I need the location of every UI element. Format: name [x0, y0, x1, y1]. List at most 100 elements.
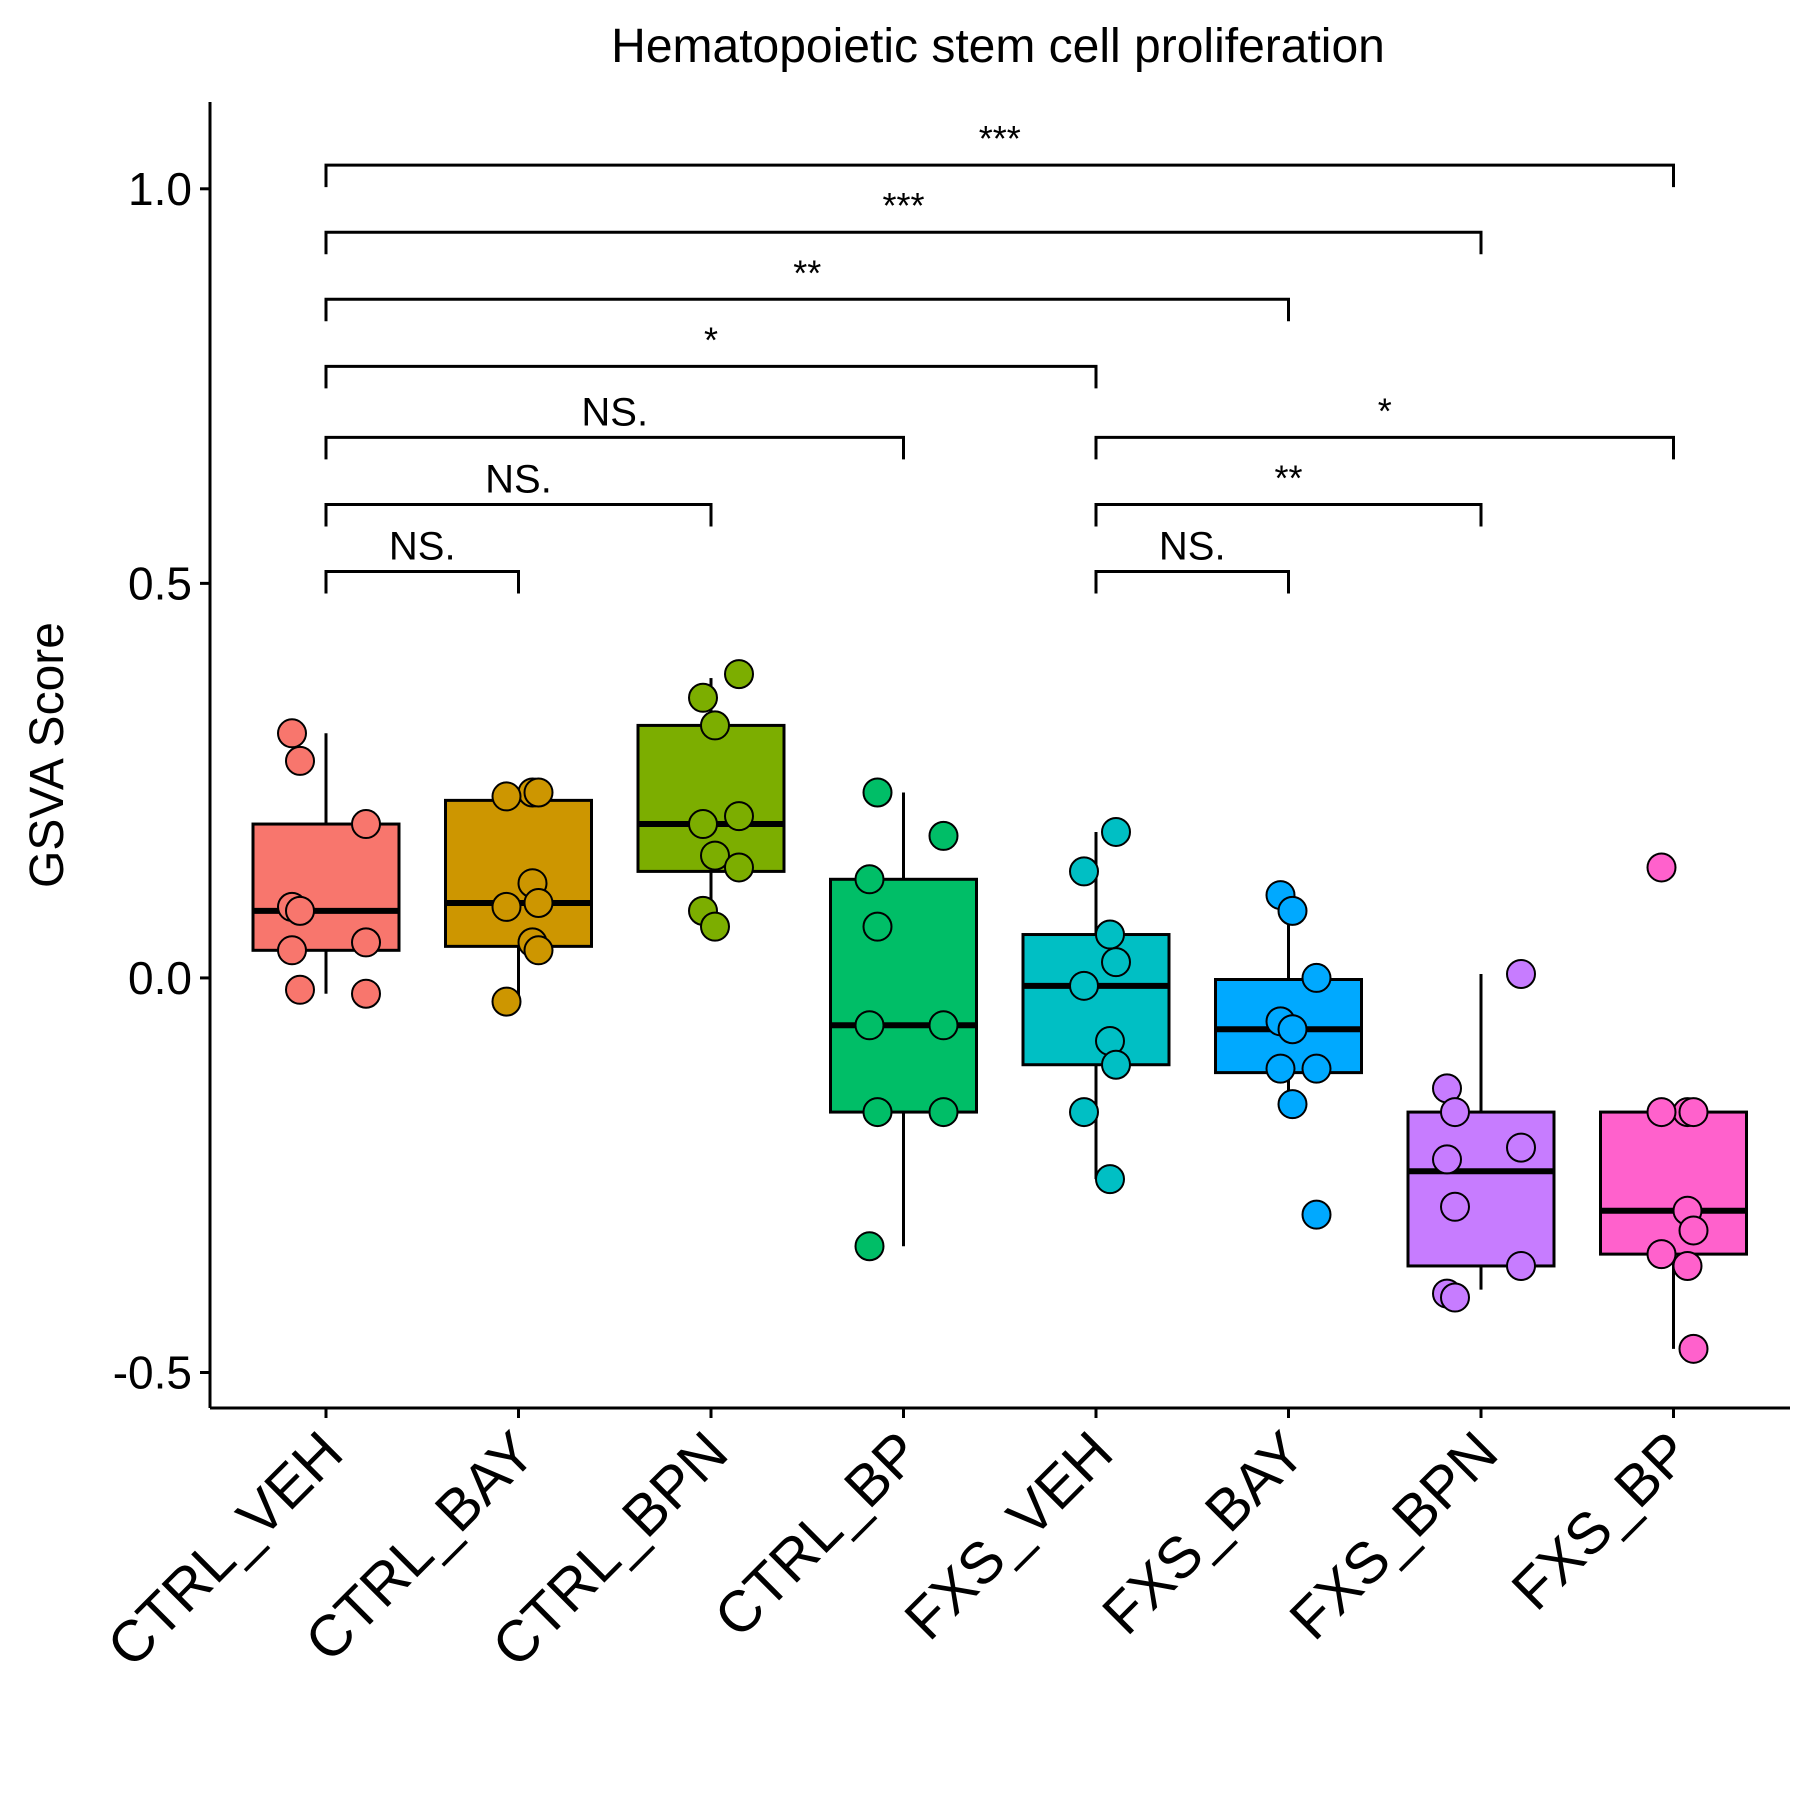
x-tick-label: CTRL_BP — [702, 1419, 933, 1650]
data-point — [1646, 1239, 1677, 1270]
bracket-line — [324, 502, 713, 527]
bracket-line — [324, 364, 1098, 389]
bracket-line — [324, 230, 1483, 255]
significance-label: NS. — [581, 390, 648, 434]
data-point — [688, 682, 718, 713]
data-point — [1678, 1215, 1709, 1246]
bracket: * — [1094, 390, 1675, 460]
data-point — [1646, 1097, 1677, 1128]
data-point — [1101, 947, 1131, 978]
data-point — [1095, 1164, 1125, 1195]
data-point — [1301, 1199, 1332, 1230]
data-point — [700, 840, 730, 871]
data-point — [1440, 1097, 1470, 1128]
data-point — [724, 801, 754, 832]
data-point — [854, 864, 885, 895]
bracket: * — [324, 319, 1098, 389]
data-point — [862, 911, 893, 942]
bracket: ** — [324, 252, 1290, 322]
significance-label: NS. — [389, 525, 456, 569]
data-point — [928, 1097, 959, 1128]
bracket-line — [1094, 435, 1675, 460]
bracket-line — [324, 570, 520, 594]
data-point — [277, 935, 307, 966]
significance-label: * — [704, 319, 718, 360]
box-FXS_VEH — [1021, 831, 1171, 1180]
data-point — [1432, 1144, 1462, 1175]
data-point — [1678, 1333, 1709, 1364]
data-point — [285, 974, 315, 1005]
y-axis-label: GSVA Score — [21, 622, 74, 888]
significance-label: ** — [1274, 457, 1302, 498]
significance-brackets: NS.NS.NS.*********NS.*** — [324, 118, 1675, 594]
x-tick-label: FXS_BP — [1499, 1419, 1702, 1622]
data-points — [277, 659, 1709, 1364]
data-point — [688, 809, 718, 840]
data-point — [491, 986, 522, 1017]
x-tick-label: FXS_BPN — [1277, 1419, 1510, 1652]
box-body — [1406, 1110, 1556, 1268]
significance-label: NS. — [1159, 525, 1226, 569]
data-point — [1277, 1014, 1308, 1045]
box-body — [829, 877, 978, 1114]
bracket: *** — [324, 185, 1483, 255]
y-tick-label: -0.5 — [113, 1346, 192, 1398]
y-tick-label: 0.5 — [128, 557, 192, 609]
boxes — [251, 678, 1748, 1349]
chart-title: Hematopoietic stem cell proliferation — [611, 20, 1385, 73]
bracket-line — [324, 163, 1675, 188]
data-point — [1646, 852, 1677, 883]
data-point — [724, 852, 754, 883]
data-point — [862, 777, 893, 808]
data-point — [928, 820, 959, 851]
bracket-line — [324, 297, 1290, 322]
data-point — [854, 1010, 885, 1041]
data-point — [854, 1231, 885, 1262]
data-point — [1265, 1053, 1296, 1084]
box-body — [444, 798, 593, 948]
significance-label: *** — [979, 118, 1021, 159]
data-point — [351, 978, 381, 1009]
data-point — [862, 1097, 893, 1128]
significance-label: *** — [882, 185, 924, 226]
x-tick-label: FXS_VEH — [892, 1419, 1125, 1652]
data-point — [523, 935, 554, 966]
bracket-line — [324, 435, 905, 460]
box-FXS_BP — [1599, 1110, 1748, 1349]
bracket: NS. — [324, 457, 713, 527]
y-tick-label: 1.0 — [128, 163, 192, 215]
significance-label: * — [1378, 390, 1392, 431]
data-point — [1277, 1089, 1308, 1120]
bracket-line — [1094, 570, 1290, 594]
data-point — [277, 718, 307, 749]
box-CTRL_BP — [829, 792, 978, 1247]
data-point — [1101, 816, 1131, 847]
box-body — [1599, 1110, 1748, 1256]
bracket-line — [1094, 502, 1483, 527]
data-point — [491, 781, 522, 812]
bracket: NS. — [324, 525, 520, 594]
data-point — [1440, 1282, 1470, 1313]
data-point — [700, 710, 730, 741]
box-body — [251, 822, 401, 952]
data-point — [285, 745, 315, 776]
data-point — [1101, 1049, 1131, 1080]
data-point — [928, 1010, 959, 1041]
data-point — [1678, 1097, 1709, 1128]
data-point — [1506, 958, 1536, 989]
data-point — [1301, 1053, 1332, 1084]
data-point — [724, 659, 754, 690]
bracket: NS. — [324, 390, 905, 460]
data-point — [1506, 1250, 1536, 1281]
data-point — [1069, 970, 1099, 1001]
data-point — [351, 809, 381, 840]
data-point — [1069, 1097, 1099, 1128]
significance-label: ** — [793, 252, 821, 293]
data-point — [523, 777, 554, 808]
significance-label: NS. — [485, 457, 552, 501]
data-point — [523, 887, 554, 918]
data-point — [1672, 1250, 1703, 1281]
data-point — [1095, 919, 1125, 950]
data-point — [1506, 1132, 1536, 1163]
